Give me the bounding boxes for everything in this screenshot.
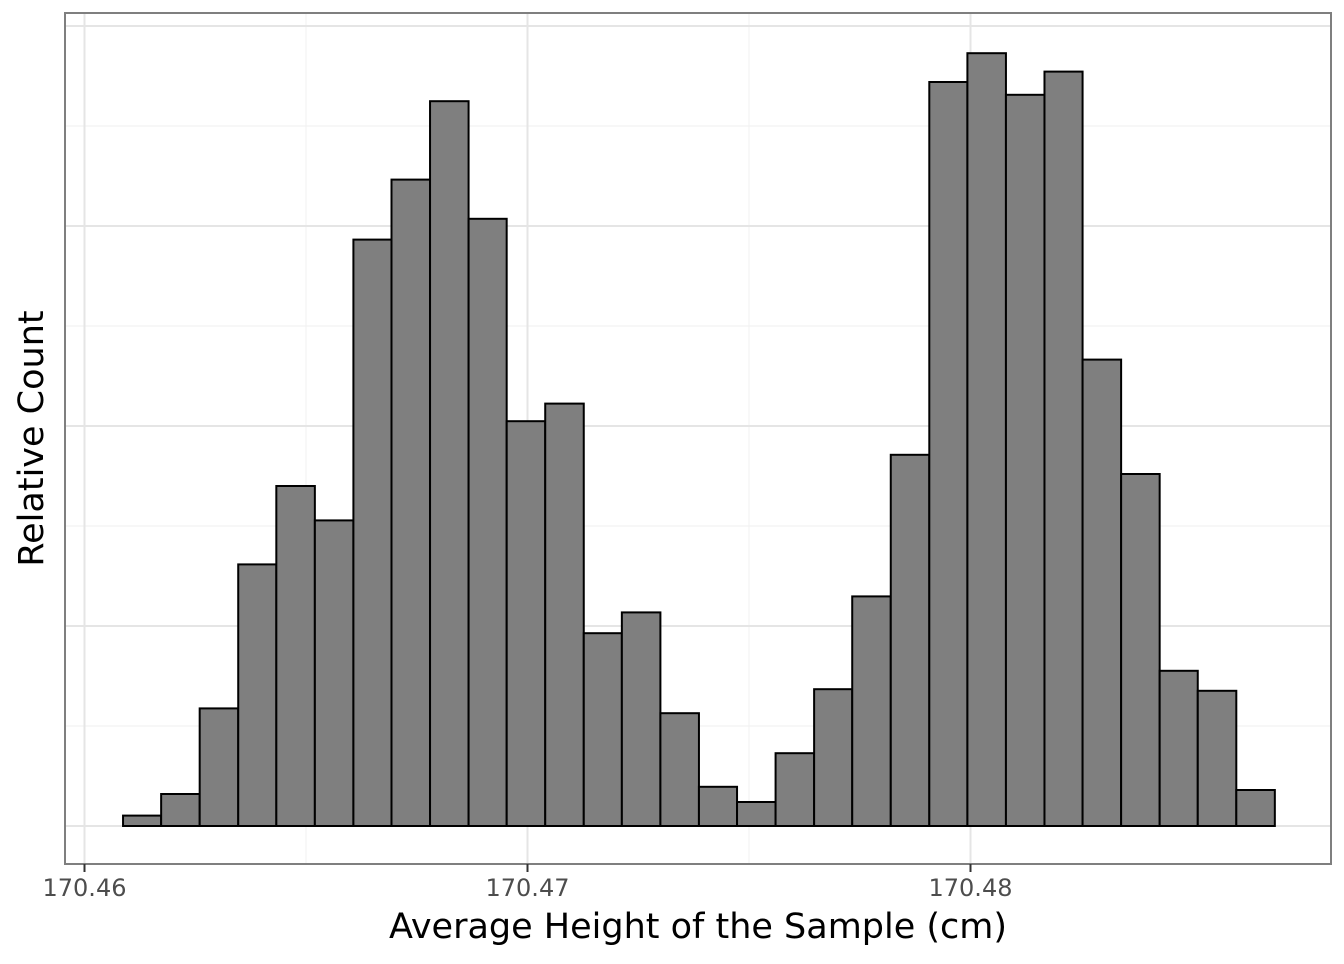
- histogram-bar: [505, 420, 547, 827]
- histogram-bar: [352, 238, 393, 828]
- histogram-bar: [928, 81, 969, 827]
- histogram-bar: [467, 217, 508, 828]
- x-axis-ticks: 170.46 170.47 170.48: [43, 864, 1013, 902]
- x-tick-label: 170.46: [43, 874, 127, 902]
- x-tick-label: 170.48: [929, 874, 1013, 902]
- histogram-bar: [1235, 789, 1276, 827]
- histogram-bar: [160, 793, 201, 827]
- x-axis-title: Average Height of the Sample (cm): [389, 907, 1007, 947]
- histogram-bars: [122, 52, 1276, 828]
- histogram-bar: [1043, 70, 1084, 828]
- y-axis-title: Relative Count: [12, 310, 52, 566]
- panel-border: [64, 12, 1332, 865]
- histogram-bar: [736, 801, 777, 827]
- histogram-bar: [582, 632, 623, 828]
- histogram-bar: [1004, 93, 1046, 828]
- histogram-bar: [390, 178, 432, 828]
- histogram-bar: [697, 785, 739, 827]
- histogram-bar: [620, 611, 662, 828]
- histogram-bar: [659, 712, 700, 828]
- histogram-bar: [275, 485, 316, 827]
- histogram-bar: [851, 595, 892, 828]
- histogram-bar: [237, 563, 278, 828]
- histogram-bar: [1120, 473, 1161, 827]
- histogram-bar: [1081, 358, 1123, 827]
- histogram-bar: [966, 52, 1007, 827]
- histogram-bar: [198, 707, 240, 828]
- histogram-bar: [889, 453, 931, 827]
- histogram-bar: [122, 814, 163, 827]
- histogram-bar: [813, 688, 854, 828]
- histogram-bar: [1158, 669, 1199, 827]
- histogram-bar: [774, 752, 816, 828]
- histogram-bar: [313, 519, 355, 828]
- x-tick-label: 170.47: [486, 874, 570, 902]
- histogram-bar: [544, 402, 585, 827]
- histogram-bar: [429, 100, 470, 827]
- histogram-bar: [1196, 689, 1238, 827]
